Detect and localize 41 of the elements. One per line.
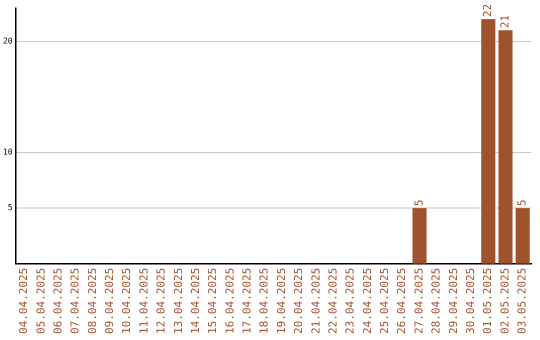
x-tick-label: 12.04.2025: [154, 268, 168, 334]
y-tick-label: 20: [2, 36, 13, 46]
x-tick-label: 06.04.2025: [51, 268, 64, 334]
x-tick-label: 07.04.2025: [68, 268, 82, 334]
x-tick-label: 05.04.2025: [34, 268, 48, 334]
x-tick-label: 23.04.2025: [344, 268, 357, 334]
bar: [481, 19, 496, 264]
x-tick-label: 21.04.2025: [309, 268, 322, 334]
x-tick-label: 11.04.2025: [137, 268, 150, 334]
data-label: 22: [481, 4, 494, 18]
x-tick-label: 22.04.2025: [326, 268, 340, 334]
x-tick-label: 30.04.2025: [464, 268, 477, 334]
bar: [412, 208, 427, 264]
data-label: 5: [516, 200, 529, 206]
x-tick-label: 19.04.2025: [274, 268, 288, 334]
x-tick-label: 04.04.2025: [17, 268, 30, 334]
x-tick-label: 16.04.2025: [223, 268, 236, 334]
y-tick-label: 5: [8, 203, 13, 212]
x-tick-label: 24.04.2025: [360, 268, 374, 334]
x-tick-label: 08.04.2025: [86, 268, 99, 334]
x-tick-label: 27.04.2025: [412, 268, 426, 334]
bar: [516, 208, 530, 264]
x-tick-label: 28.04.2025: [430, 268, 443, 334]
x-tick-label: 13.04.2025: [172, 268, 185, 334]
x-tick-label: 01.05.2025: [481, 268, 494, 334]
x-tick-label: 17.04.2025: [240, 268, 254, 334]
x-tick-label: 20.04.2025: [292, 268, 306, 334]
bar: [498, 30, 513, 264]
x-tick-label: 26.04.2025: [395, 268, 408, 334]
data-label: 21: [498, 14, 512, 28]
data-label: 5: [412, 200, 426, 206]
x-tick-label: 14.04.2025: [188, 268, 202, 334]
x-tick-label: 18.04.2025: [258, 268, 271, 334]
x-tick-label: 29.04.2025: [446, 268, 460, 334]
y-tick-label: 10: [2, 148, 13, 157]
x-tick-label: 03.05.2025: [516, 268, 529, 334]
x-tick-label: 15.04.2025: [206, 268, 220, 334]
x-tick-label: 09.04.2025: [103, 268, 116, 334]
x-tick-label: 10.04.2025: [120, 268, 134, 334]
x-tick-label: 25.04.2025: [378, 268, 392, 334]
x-tick-label: 02.05.2025: [498, 268, 512, 334]
